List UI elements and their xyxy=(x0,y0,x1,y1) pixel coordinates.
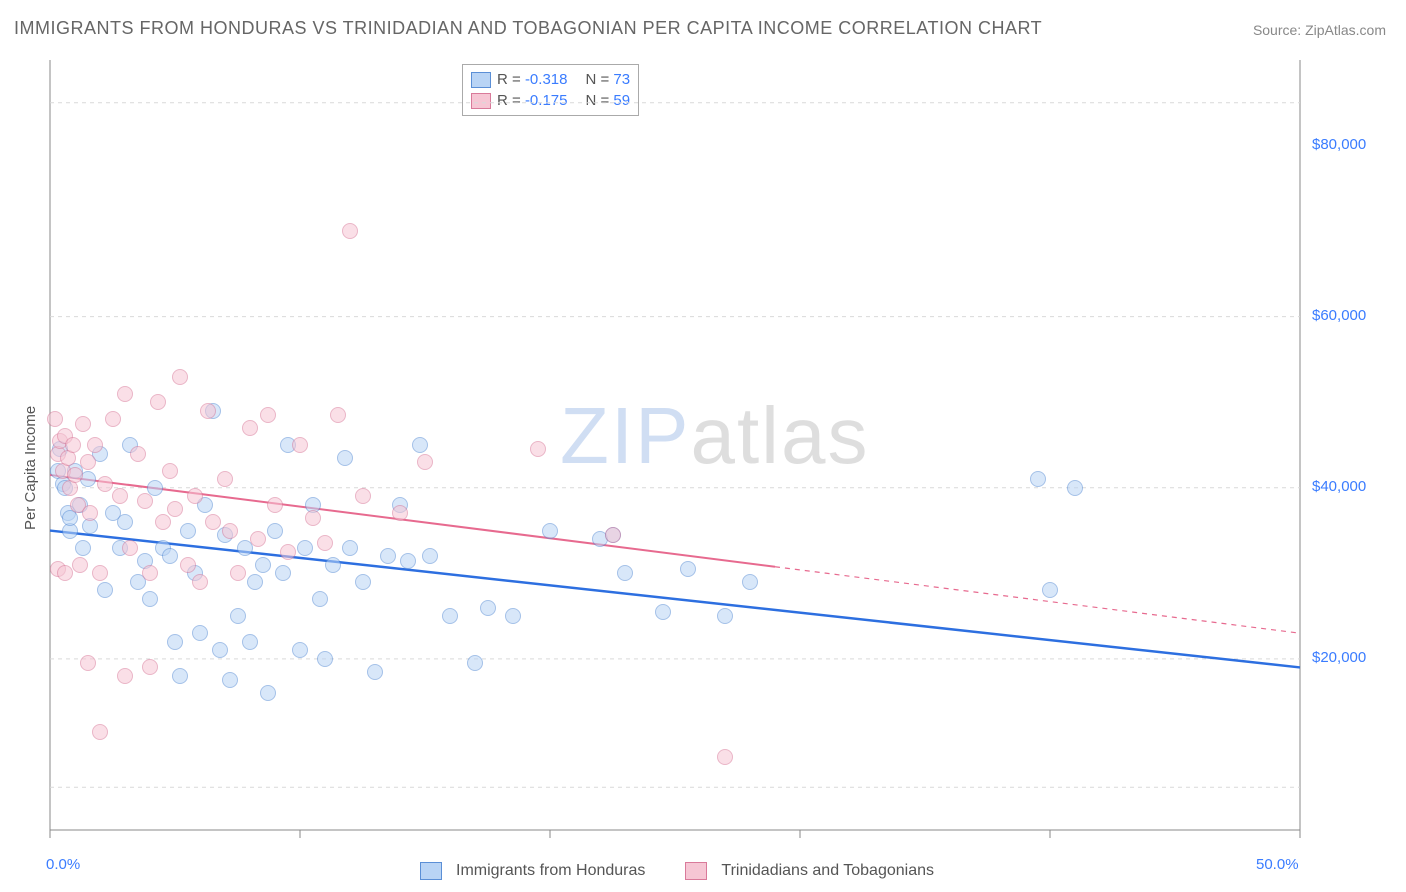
chart-title: IMMIGRANTS FROM HONDURAS VS TRINIDADIAN … xyxy=(14,18,1042,39)
data-point xyxy=(137,493,153,509)
data-point xyxy=(267,523,283,539)
data-point xyxy=(155,514,171,530)
x-tick-label: 0.0% xyxy=(46,856,80,873)
y-tick-label: $20,000 xyxy=(1312,649,1366,666)
y-tick-label: $40,000 xyxy=(1312,478,1366,495)
data-point xyxy=(325,557,341,573)
legend-item: Immigrants from Honduras xyxy=(420,862,645,880)
data-point xyxy=(80,655,96,671)
data-point xyxy=(87,437,103,453)
data-point xyxy=(680,561,696,577)
source-link[interactable]: ZipAtlas.com xyxy=(1305,22,1386,38)
data-point xyxy=(442,608,458,624)
data-point xyxy=(530,441,546,457)
data-point xyxy=(400,553,416,569)
data-point xyxy=(260,407,276,423)
data-point xyxy=(330,407,346,423)
data-point xyxy=(222,523,238,539)
data-point xyxy=(65,437,81,453)
data-point xyxy=(260,685,276,701)
data-point xyxy=(355,574,371,590)
data-point xyxy=(480,600,496,616)
data-point xyxy=(130,446,146,462)
source-label: Source: xyxy=(1253,22,1301,38)
data-point xyxy=(230,608,246,624)
data-point xyxy=(355,488,371,504)
data-point xyxy=(342,540,358,556)
data-point xyxy=(742,574,758,590)
data-point xyxy=(75,540,91,556)
data-point xyxy=(192,574,208,590)
data-point xyxy=(655,604,671,620)
data-point xyxy=(380,548,396,564)
data-point xyxy=(162,463,178,479)
plot-area xyxy=(50,60,1300,830)
data-point xyxy=(242,420,258,436)
data-point xyxy=(717,608,733,624)
data-point xyxy=(412,437,428,453)
legend-stat-row: R = -0.318N = 73 xyxy=(471,69,630,90)
data-point xyxy=(605,527,621,543)
x-tick-label: 50.0% xyxy=(1256,856,1299,873)
data-point xyxy=(1067,480,1083,496)
y-axis-label: Per Capita Income xyxy=(22,406,39,530)
data-point xyxy=(297,540,313,556)
data-point xyxy=(117,668,133,684)
data-point xyxy=(122,540,138,556)
data-point xyxy=(505,608,521,624)
data-point xyxy=(200,403,216,419)
data-point xyxy=(317,651,333,667)
data-point xyxy=(280,544,296,560)
series-legend: Immigrants from Honduras Trinidadians and… xyxy=(420,862,934,880)
data-point xyxy=(250,531,266,547)
data-point xyxy=(255,557,271,573)
stats-legend: R = -0.318N = 73R = -0.175N = 59 xyxy=(462,64,639,116)
data-point xyxy=(117,514,133,530)
data-point xyxy=(542,523,558,539)
data-point xyxy=(142,591,158,607)
data-point xyxy=(312,591,328,607)
data-point xyxy=(230,565,246,581)
data-point xyxy=(180,523,196,539)
y-tick-label: $60,000 xyxy=(1312,307,1366,324)
data-point xyxy=(417,454,433,470)
data-point xyxy=(172,369,188,385)
data-point xyxy=(275,565,291,581)
legend-stat-row: R = -0.175N = 59 xyxy=(471,90,630,111)
data-point xyxy=(105,411,121,427)
data-point xyxy=(92,724,108,740)
data-point xyxy=(80,454,96,470)
data-point xyxy=(167,634,183,650)
legend-item: Trinidadians and Tobagonians xyxy=(685,862,934,880)
data-point xyxy=(247,574,263,590)
data-point xyxy=(342,223,358,239)
data-point xyxy=(1030,471,1046,487)
data-point xyxy=(337,450,353,466)
data-point xyxy=(267,497,283,513)
data-point xyxy=(305,510,321,526)
data-point xyxy=(180,557,196,573)
y-tick-label: $80,000 xyxy=(1312,136,1366,153)
data-point xyxy=(292,437,308,453)
data-point xyxy=(367,664,383,680)
data-point xyxy=(205,514,221,530)
source-attribution: Source: ZipAtlas.com xyxy=(1253,22,1386,38)
data-point xyxy=(242,634,258,650)
data-point xyxy=(67,467,83,483)
data-point xyxy=(117,386,133,402)
data-point xyxy=(150,394,166,410)
data-point xyxy=(97,476,113,492)
data-point xyxy=(75,416,91,432)
data-point xyxy=(72,557,88,573)
data-point xyxy=(172,668,188,684)
